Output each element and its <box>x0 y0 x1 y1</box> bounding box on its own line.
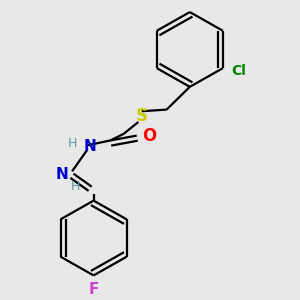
Text: Cl: Cl <box>231 64 246 78</box>
Text: H: H <box>71 179 80 193</box>
Text: S: S <box>136 107 148 125</box>
Text: H: H <box>67 137 77 150</box>
Text: F: F <box>88 282 99 297</box>
Text: O: O <box>142 127 156 145</box>
Text: N: N <box>84 140 96 154</box>
Text: N: N <box>56 167 69 182</box>
